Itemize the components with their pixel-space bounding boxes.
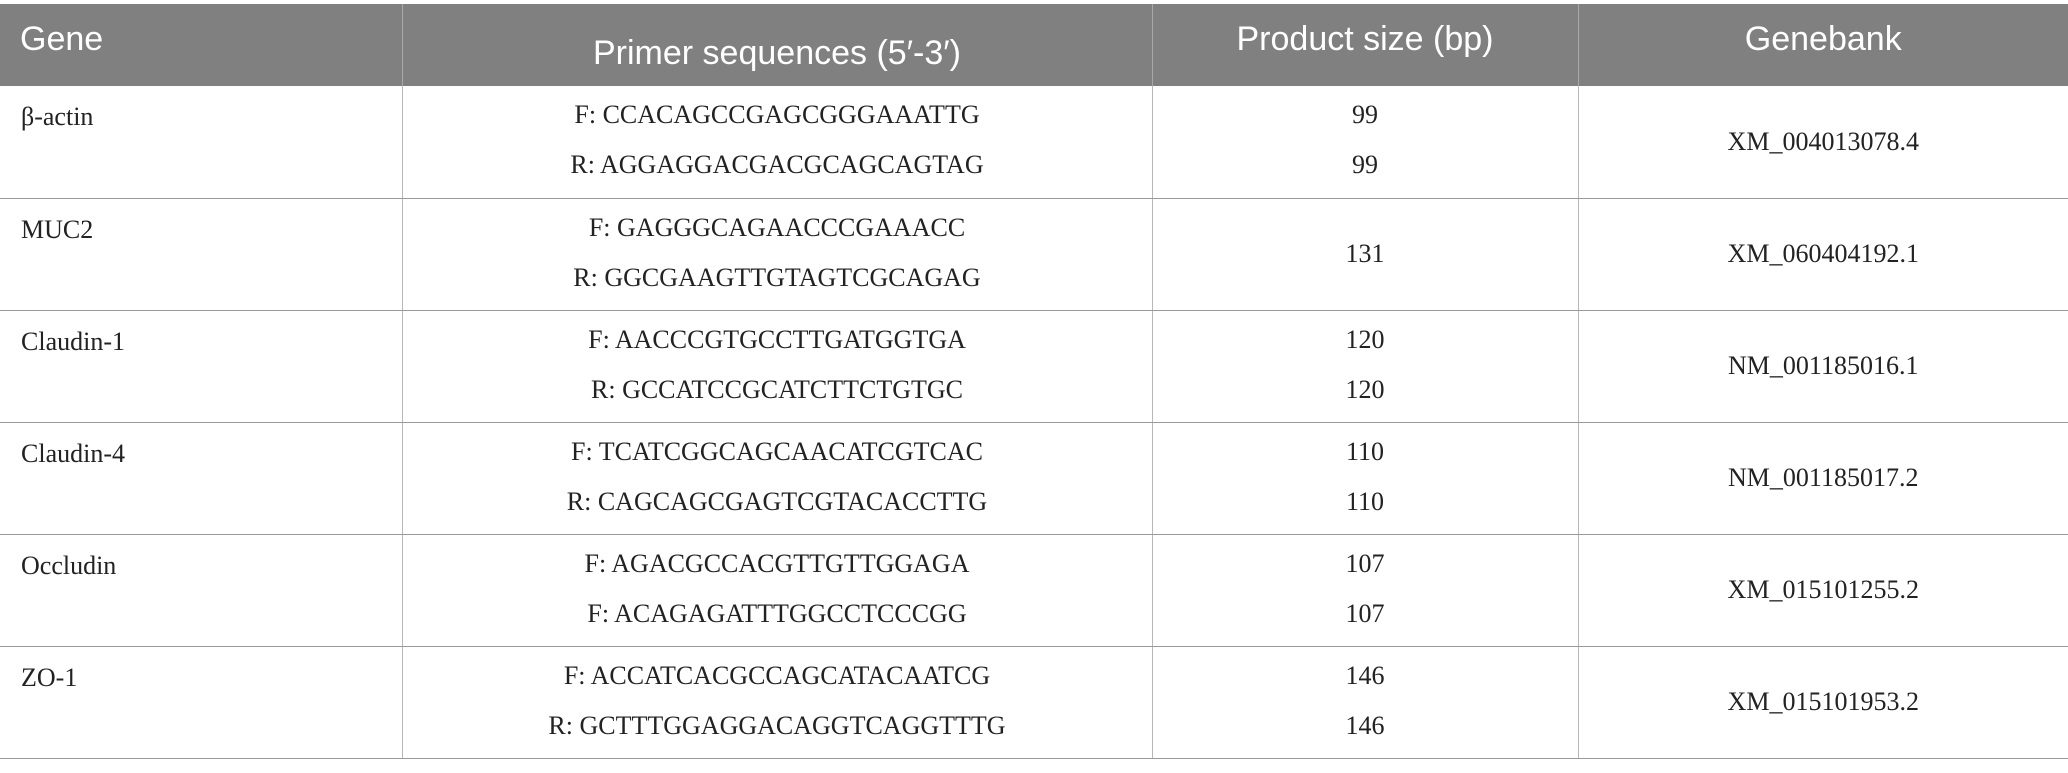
primer-forward: F: AGACGCCACGTTGTTGGAGA: [584, 548, 970, 578]
size-reverse: 120: [1345, 374, 1385, 404]
header-gene: Gene: [0, 4, 403, 86]
gene-name: MUC2: [21, 214, 94, 244]
gene-cell: Claudin-4: [0, 422, 403, 535]
size-forward: 107: [1345, 548, 1385, 578]
genebank-id: XM_015101953.2: [1727, 687, 1919, 716]
gene-name: β-actin: [21, 102, 94, 131]
primer-cell: F: TCATCGGCAGCAACATCGTCAC R: CAGCAGCGAGT…: [401, 422, 1153, 535]
header-primer-label: Primer sequences (5′-3′): [593, 34, 961, 72]
header-genebank: Genebank: [1577, 4, 2068, 86]
gene-cell: Occludin: [0, 534, 403, 647]
primer-reverse: R: CAGCAGCGAGTCGTACACCTTG: [566, 486, 988, 516]
header-primer-sequences: Primer sequences (5′-3′): [401, 4, 1153, 86]
primer-reverse: R: GGCGAAGTTGTAGTCGCAGAG: [573, 262, 981, 292]
size-cell: 107 107: [1151, 534, 1579, 647]
header-gene-label: Gene: [20, 20, 104, 58]
primer-reverse: F: ACAGAGATTTGGCCTCCCGG: [587, 598, 967, 628]
genebank-cell: XM_060404192.1: [1577, 198, 2068, 311]
genebank-id: XM_004013078.4: [1727, 126, 1919, 156]
genebank-id: XM_015101255.2: [1727, 575, 1919, 604]
genebank-cell: XM_004013078.4: [1577, 86, 2068, 199]
table-row: Occludin F: AGACGCCACGTTGTTGGAGA F: ACAG…: [0, 534, 2068, 647]
primer-table-container: Gene Primer sequences (5′-3′) Product si…: [0, 4, 2068, 759]
primer-forward: F: CCACAGCCGAGCGGGAAATTG: [574, 100, 980, 129]
primer-cell: F: ACCATCACGCCAGCATACAATCG R: GCTTTGGAGG…: [401, 646, 1153, 759]
genebank-id: XM_060404192.1: [1727, 239, 1919, 268]
table-row: MUC2 F: GAGGGCAGAACCCGAAACC R: GGCGAAGTT…: [0, 198, 2068, 311]
header-bank-label: Genebank: [1744, 20, 1902, 58]
size-reverse: 99: [1352, 150, 1378, 179]
header-size-label: Product size (bp): [1236, 20, 1494, 58]
genebank-id: NM_001185016.1: [1728, 351, 1919, 380]
gene-name: Claudin-4: [21, 438, 125, 468]
size-cell: 146 146: [1151, 646, 1579, 759]
table-header: Gene Primer sequences (5′-3′) Product si…: [0, 4, 2068, 86]
table-row: Claudin-4 F: TCATCGGCAGCAACATCGTCAC R: C…: [0, 422, 2068, 535]
size-reverse: 146: [1345, 710, 1385, 740]
primer-cell: F: AACCCGTGCCTTGATGGTGA R: GCCATCCGCATCT…: [401, 310, 1153, 423]
header-row: Gene Primer sequences (5′-3′) Product si…: [0, 4, 2068, 86]
genebank-id: NM_001185017.2: [1728, 463, 1919, 492]
size-cell: 99 99: [1151, 86, 1579, 199]
primer-reverse: R: GCTTTGGAGGACAGGTCAGGTTTG: [548, 710, 1006, 740]
gene-cell: ZO-1: [0, 646, 403, 759]
gene-name: Occludin: [21, 550, 117, 580]
size-value: 131: [1345, 239, 1385, 268]
size-forward: 120: [1345, 324, 1385, 354]
primer-table: Gene Primer sequences (5′-3′) Product si…: [0, 4, 2068, 759]
table-body: β-actin F: CCACAGCCGAGCGGGAAATTG R: AGGA…: [0, 86, 2068, 759]
gene-name: ZO-1: [21, 662, 78, 692]
header-product-size: Product size (bp): [1151, 4, 1579, 86]
gene-name: Claudin-1: [21, 326, 125, 356]
gene-cell: MUC2: [0, 198, 403, 311]
primer-forward: F: TCATCGGCAGCAACATCGTCAC: [571, 436, 983, 466]
primer-cell: F: CCACAGCCGAGCGGGAAATTG R: AGGAGGACGACG…: [401, 86, 1153, 199]
genebank-cell: NM_001185016.1: [1577, 310, 2068, 423]
genebank-cell: XM_015101255.2: [1577, 534, 2068, 647]
genebank-cell: NM_001185017.2: [1577, 422, 2068, 535]
size-reverse: 107: [1345, 598, 1385, 628]
size-forward: 110: [1345, 436, 1385, 466]
size-cell: 131: [1151, 198, 1579, 311]
genebank-cell: XM_015101953.2: [1577, 646, 2068, 759]
primer-forward: F: GAGGGCAGAACCCGAAACC: [588, 212, 966, 242]
table-row: Claudin-1 F: AACCCGTGCCTTGATGGTGA R: GCC…: [0, 310, 2068, 423]
size-cell: 110 110: [1151, 422, 1579, 535]
primer-cell: F: GAGGGCAGAACCCGAAACC R: GGCGAAGTTGTAGT…: [401, 198, 1153, 311]
size-forward: 99: [1352, 100, 1378, 129]
gene-cell: Claudin-1: [0, 310, 403, 423]
primer-reverse: R: GCCATCCGCATCTTCTGTGC: [591, 374, 963, 404]
primer-cell: F: AGACGCCACGTTGTTGGAGA F: ACAGAGATTTGGC…: [401, 534, 1153, 647]
size-cell: 120 120: [1151, 310, 1579, 423]
primer-forward: F: AACCCGTGCCTTGATGGTGA: [588, 324, 966, 354]
gene-cell: β-actin: [0, 86, 403, 199]
size-forward: 146: [1345, 660, 1385, 690]
table-row: ZO-1 F: ACCATCACGCCAGCATACAATCG R: GCTTT…: [0, 646, 2068, 759]
size-reverse: 110: [1345, 486, 1385, 516]
primer-reverse: R: AGGAGGACGACGCAGCAGTAG: [570, 150, 984, 179]
primer-forward: F: ACCATCACGCCAGCATACAATCG: [563, 660, 991, 690]
table-row: β-actin F: CCACAGCCGAGCGGGAAATTG R: AGGA…: [0, 86, 2068, 199]
